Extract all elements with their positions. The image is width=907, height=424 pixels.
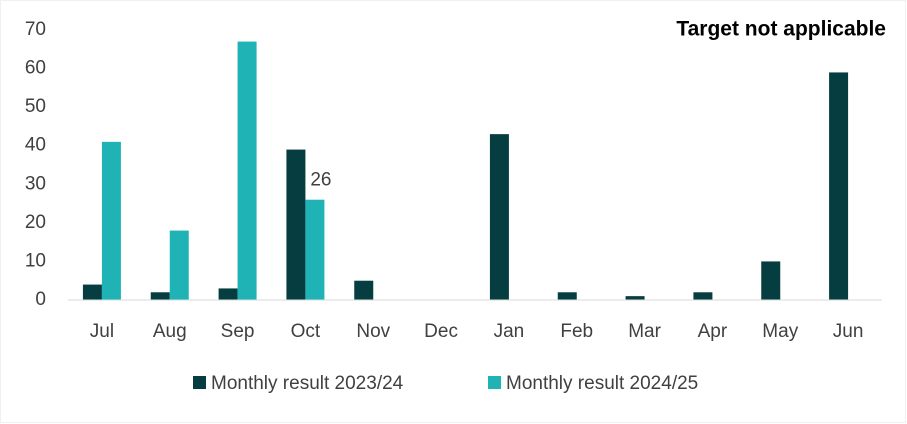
bar (101, 141, 121, 300)
legend-label: Monthly result 2024/25 (506, 373, 698, 394)
bar (218, 288, 238, 300)
bar (625, 296, 645, 300)
bar (761, 261, 781, 300)
x-tick-label: Aug (153, 321, 187, 342)
x-tick-label: Jun (833, 321, 864, 342)
x-tick-label: Mar (628, 321, 661, 342)
y-tick-label: 0 (35, 289, 46, 310)
x-tick-label: Oct (291, 321, 321, 342)
bar (305, 199, 325, 300)
x-tick-label: Feb (560, 321, 593, 342)
bar (354, 280, 374, 300)
bar (557, 292, 577, 300)
x-tick-label: Jul (90, 321, 114, 342)
bar (82, 284, 102, 300)
bar (489, 134, 509, 300)
bar (693, 292, 713, 300)
x-tick-label: Sep (221, 321, 255, 342)
y-tick-label: 40 (25, 135, 46, 156)
legend-swatch (193, 376, 206, 389)
y-tick-label: 60 (25, 58, 46, 79)
data-label: 26 (310, 170, 331, 191)
x-tick-label: Jan (494, 321, 525, 342)
bar (829, 72, 849, 300)
x-tick-label: Apr (698, 321, 728, 342)
y-tick-label: 70 (25, 19, 46, 40)
bar (169, 230, 189, 300)
legend-swatch (488, 376, 501, 389)
y-tick-label: 50 (25, 96, 46, 117)
x-tick-label: Dec (424, 321, 458, 342)
annotation: Target not applicable (676, 18, 886, 41)
x-tick-label: Nov (356, 321, 390, 342)
legend-label: Monthly result 2023/24 (211, 373, 404, 394)
y-tick-label: 10 (25, 250, 46, 271)
bar (286, 149, 306, 300)
bar (237, 41, 257, 300)
x-tick-label: May (762, 321, 798, 342)
y-tick-label: 20 (25, 212, 46, 233)
bar (150, 292, 170, 300)
y-tick-label: 30 (25, 173, 46, 194)
